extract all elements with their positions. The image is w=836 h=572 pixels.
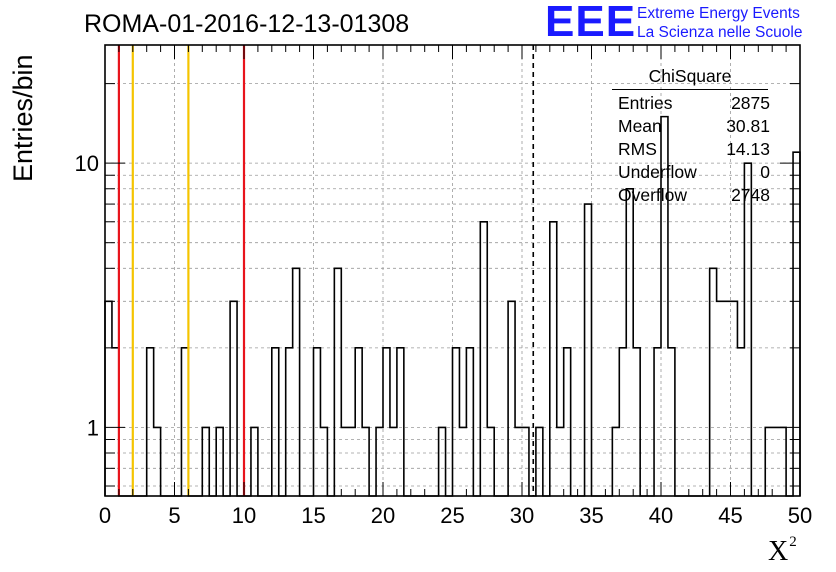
- histogram-bar: [251, 427, 258, 496]
- histogram-bar: [230, 301, 237, 496]
- histogram-bar: [536, 427, 543, 496]
- histogram-bar: [355, 348, 362, 496]
- y-tick-label: 10: [75, 151, 99, 176]
- stat-row-entries: Entries 2875: [612, 92, 778, 115]
- histogram-bar: [612, 427, 619, 496]
- histogram-bar: [105, 301, 112, 496]
- tick-labels: 0 5 10 15 20 25 30 35 40 45 50 1 10: [75, 151, 813, 528]
- histogram-bar: [585, 204, 592, 496]
- histogram-bar: [439, 427, 446, 496]
- stat-value: 0: [760, 162, 770, 182]
- histogram-bar: [619, 348, 626, 496]
- histogram-bar: [334, 268, 341, 496]
- x-tick-label: 25: [440, 503, 464, 528]
- histogram-bar: [626, 189, 633, 496]
- x-tick-label: 45: [718, 503, 742, 528]
- x-axis-label-superscript: 2: [789, 533, 797, 550]
- x-tick-label: 30: [510, 503, 534, 528]
- histogram-bar: [724, 301, 731, 496]
- marker-lines: [117, 45, 535, 496]
- stat-row-underflow: Underflow 0: [612, 161, 778, 184]
- histogram-bar: [480, 222, 487, 496]
- histogram-bar: [564, 348, 571, 496]
- grid-lines: [105, 45, 800, 496]
- axis-ticks: [104, 45, 801, 496]
- logo-line-2: La Scienza nelle Scuole: [637, 24, 803, 41]
- stat-value: 2748: [731, 185, 770, 205]
- histogram-bar: [453, 348, 460, 496]
- histogram-bar: [397, 348, 404, 496]
- histogram-bar: [348, 427, 355, 496]
- logo-line-1: Extreme Energy Events: [637, 5, 800, 22]
- histogram-bar: [550, 222, 557, 496]
- histogram-bar: [459, 427, 466, 496]
- histogram-bar: [557, 427, 564, 496]
- histogram-bar: [320, 427, 327, 496]
- histogram-bar: [765, 427, 772, 496]
- histogram-bar: [147, 348, 154, 496]
- stat-row-overflow: Overflow 2748: [612, 184, 778, 207]
- x-axis-label: X2: [768, 533, 797, 568]
- histogram-bar: [293, 268, 300, 496]
- histogram-bar: [710, 268, 717, 496]
- x-tick-label: 10: [232, 503, 256, 528]
- stat-label: Mean: [618, 116, 662, 136]
- histogram-bar: [772, 427, 779, 496]
- histogram-bar: [216, 427, 223, 496]
- histogram-bar: [668, 348, 675, 496]
- histogram-bar: [654, 348, 661, 496]
- stats-box: ChiSquare Entries 2875 Mean 30.81 RMS 14…: [612, 66, 778, 207]
- x-tick-label: 50: [788, 503, 812, 528]
- x-tick-label: 0: [99, 503, 111, 528]
- stat-value: 30.81: [726, 116, 770, 136]
- histogram-bar: [466, 348, 473, 496]
- histogram-bar: [487, 427, 494, 496]
- x-tick-label: 40: [649, 503, 673, 528]
- x-axis-label-base: X: [768, 536, 789, 567]
- histogram-bar: [362, 427, 369, 496]
- histogram-bar: [154, 427, 161, 496]
- histogram-bar: [515, 427, 522, 496]
- stat-label: Entries: [618, 93, 673, 113]
- y-axis-label: Entries/bin: [8, 54, 38, 182]
- histogram-bar: [383, 348, 390, 496]
- histogram-bar: [744, 163, 751, 496]
- stats-title: ChiSquare: [612, 66, 768, 90]
- histogram-bar: [779, 427, 786, 496]
- histogram-bar: [390, 427, 397, 496]
- histogram-bar: [272, 348, 279, 496]
- x-tick-label: 15: [301, 503, 325, 528]
- y-tick-label: 1: [87, 415, 99, 440]
- histogram-bar: [717, 301, 724, 496]
- stat-label: Overflow: [618, 185, 688, 205]
- stat-value: 2875: [731, 93, 770, 113]
- x-tick-label: 5: [168, 503, 180, 528]
- histogram-bar: [376, 427, 383, 496]
- stat-label: Underflow: [618, 162, 697, 182]
- stat-row-mean: Mean 30.81: [612, 115, 778, 138]
- histogram-bar: [522, 427, 529, 496]
- logo-caption: Extreme Energy Events La Scienza nelle S…: [637, 4, 802, 42]
- stat-row-rms: RMS 14.13: [612, 138, 778, 161]
- histogram-bar: [633, 348, 640, 496]
- histogram-bar: [731, 301, 738, 496]
- histogram-bar: [286, 348, 293, 496]
- histogram-bar: [202, 427, 209, 496]
- eee-logo: EEE: [545, 0, 637, 46]
- histogram-bar: [341, 427, 348, 496]
- x-tick-label: 20: [371, 503, 395, 528]
- x-tick-label: 35: [579, 503, 603, 528]
- histogram-bar: [314, 348, 321, 496]
- chart-title: ROMA-01-2016-12-13-01308: [84, 10, 410, 38]
- stat-value: 14.13: [726, 139, 770, 159]
- histogram-bar: [737, 348, 744, 496]
- stat-label: RMS: [618, 139, 657, 159]
- histogram-bar: [508, 301, 515, 496]
